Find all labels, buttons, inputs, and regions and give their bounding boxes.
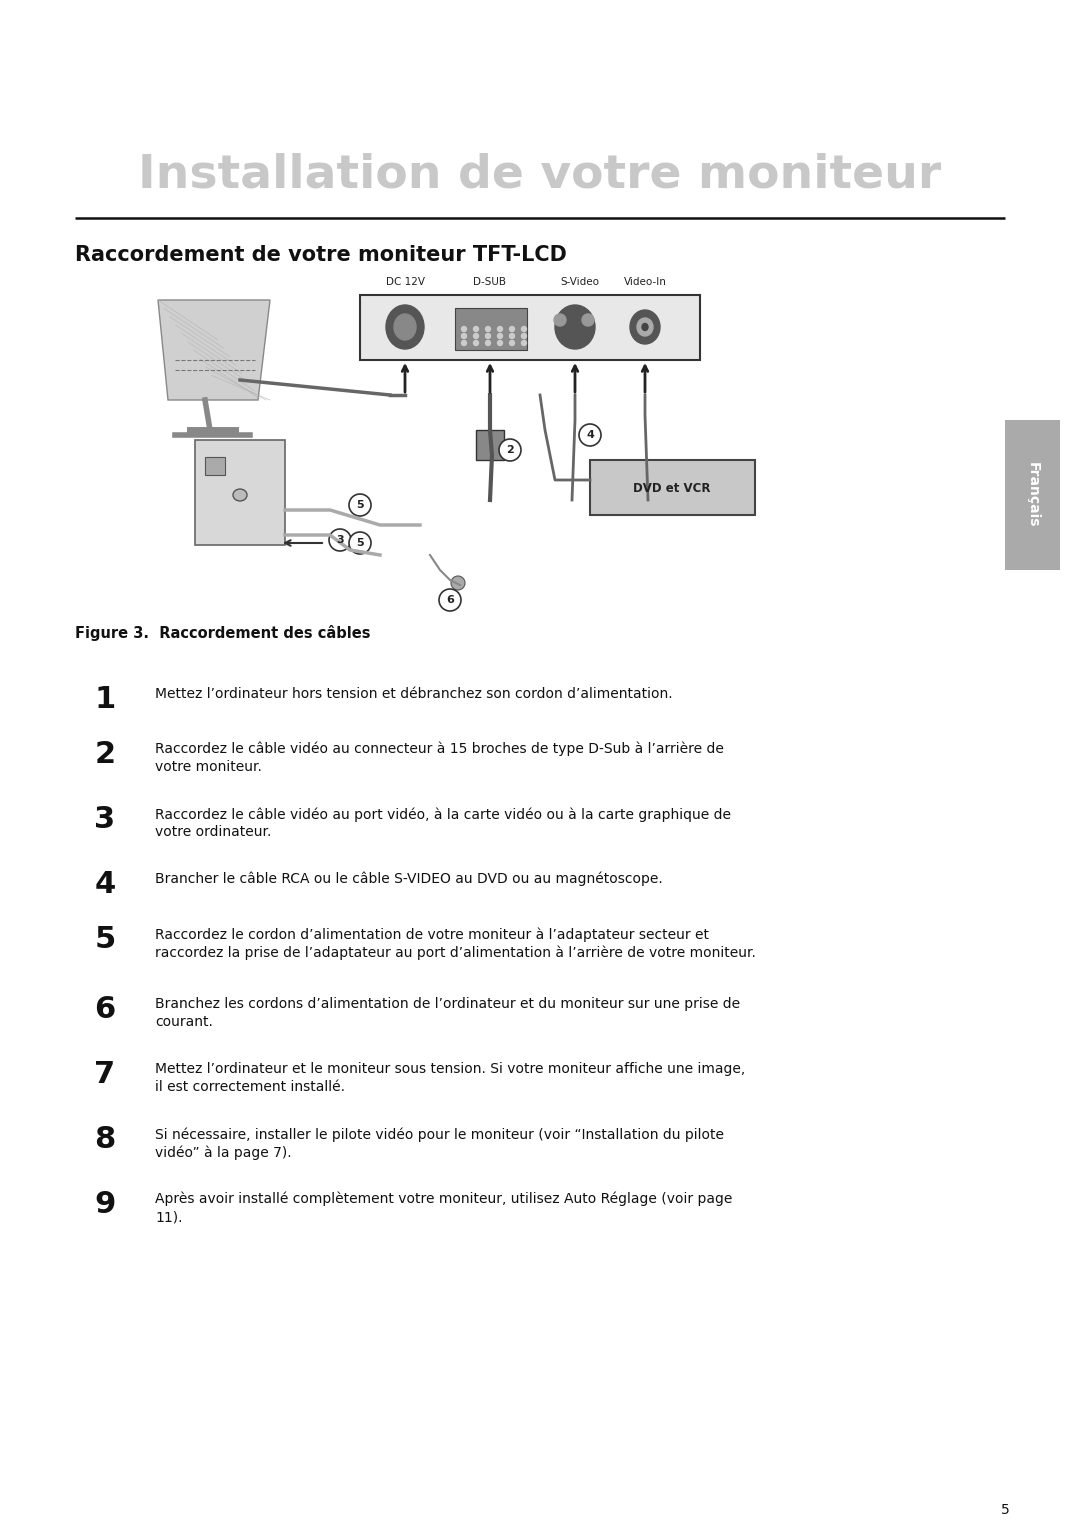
- FancyBboxPatch shape: [1005, 420, 1059, 571]
- Text: DC 12V: DC 12V: [386, 278, 424, 287]
- Ellipse shape: [554, 314, 566, 327]
- Ellipse shape: [522, 341, 527, 345]
- Ellipse shape: [486, 341, 490, 345]
- Ellipse shape: [579, 423, 600, 446]
- Ellipse shape: [473, 327, 478, 331]
- Text: 9: 9: [94, 1190, 116, 1220]
- Ellipse shape: [642, 324, 648, 330]
- Ellipse shape: [510, 341, 514, 345]
- FancyBboxPatch shape: [195, 440, 285, 545]
- Ellipse shape: [394, 314, 416, 341]
- Text: 5: 5: [356, 538, 364, 548]
- Text: D-SUB: D-SUB: [473, 278, 507, 287]
- Text: Branchez les cordons d’alimentation de l’ordinateur et du moniteur sur une prise: Branchez les cordons d’alimentation de l…: [156, 997, 740, 1029]
- Text: DVD et VCR: DVD et VCR: [633, 482, 711, 494]
- Ellipse shape: [486, 327, 490, 331]
- FancyBboxPatch shape: [455, 308, 527, 350]
- Ellipse shape: [498, 333, 502, 339]
- Text: Figure 3.  Raccordement des câbles: Figure 3. Raccordement des câbles: [75, 624, 370, 641]
- Text: Raccordement de votre moniteur TFT-LCD: Raccordement de votre moniteur TFT-LCD: [75, 245, 567, 265]
- Text: 7: 7: [94, 1060, 116, 1089]
- Text: 2: 2: [94, 739, 116, 769]
- FancyBboxPatch shape: [476, 430, 504, 460]
- Ellipse shape: [461, 327, 467, 331]
- Ellipse shape: [630, 310, 660, 344]
- Text: 5: 5: [356, 500, 364, 509]
- Text: 6: 6: [446, 595, 454, 604]
- Ellipse shape: [329, 529, 351, 551]
- Ellipse shape: [233, 489, 247, 502]
- Ellipse shape: [461, 333, 467, 339]
- Polygon shape: [158, 301, 270, 400]
- Text: Français: Français: [1026, 462, 1039, 528]
- Ellipse shape: [522, 333, 527, 339]
- Ellipse shape: [582, 314, 594, 327]
- FancyBboxPatch shape: [590, 460, 755, 515]
- Text: Raccordez le cordon d’alimentation de votre moniteur à l’adaptateur secteur et
r: Raccordez le cordon d’alimentation de vo…: [156, 927, 756, 960]
- FancyBboxPatch shape: [360, 295, 700, 360]
- Text: S-Video: S-Video: [561, 278, 599, 287]
- Text: Installation de votre moniteur: Installation de votre moniteur: [138, 152, 942, 198]
- Text: 3: 3: [94, 805, 116, 834]
- Ellipse shape: [349, 532, 372, 554]
- Text: 5: 5: [1001, 1503, 1010, 1517]
- Text: Raccordez le câble vidéo au connecteur à 15 broches de type D-Sub à l’arrière de: Raccordez le câble vidéo au connecteur à…: [156, 742, 724, 775]
- Ellipse shape: [386, 305, 424, 350]
- Ellipse shape: [510, 333, 514, 339]
- Text: 4: 4: [94, 870, 116, 899]
- Ellipse shape: [499, 439, 521, 462]
- Ellipse shape: [473, 341, 478, 345]
- Text: Raccordez le câble vidéo au port vidéo, à la carte vidéo ou à la carte graphique: Raccordez le câble vidéo au port vidéo, …: [156, 807, 731, 839]
- Text: Mettez l’ordinateur et le moniteur sous tension. Si votre moniteur affiche une i: Mettez l’ordinateur et le moniteur sous …: [156, 1062, 745, 1094]
- Ellipse shape: [438, 589, 461, 611]
- Text: 8: 8: [94, 1124, 116, 1154]
- Text: 3: 3: [336, 535, 343, 545]
- Text: 4: 4: [586, 430, 594, 440]
- Text: Video-In: Video-In: [623, 278, 666, 287]
- Ellipse shape: [555, 305, 595, 350]
- Ellipse shape: [486, 333, 490, 339]
- FancyBboxPatch shape: [205, 457, 225, 476]
- Text: 6: 6: [94, 996, 116, 1025]
- Ellipse shape: [461, 341, 467, 345]
- Text: 5: 5: [94, 925, 116, 954]
- Ellipse shape: [473, 333, 478, 339]
- Ellipse shape: [498, 327, 502, 331]
- Ellipse shape: [637, 318, 653, 336]
- Text: Mettez l’ordinateur hors tension et débranchez son cordon d’alimentation.: Mettez l’ordinateur hors tension et débr…: [156, 687, 673, 701]
- Text: Après avoir installé complètement votre moniteur, utilisez Auto Réglage (voir pa: Après avoir installé complètement votre …: [156, 1192, 732, 1224]
- Ellipse shape: [498, 341, 502, 345]
- Text: 1: 1: [94, 686, 116, 713]
- Ellipse shape: [349, 494, 372, 515]
- Ellipse shape: [510, 327, 514, 331]
- Ellipse shape: [522, 327, 527, 331]
- Text: 2: 2: [507, 445, 514, 456]
- Text: Si nécessaire, installer le pilote vidéo pour le moniteur (voir “Installation du: Si nécessaire, installer le pilote vidéo…: [156, 1127, 724, 1160]
- Ellipse shape: [451, 575, 465, 591]
- Text: Brancher le câble RCA ou le câble S-VIDEO au DVD ou au magnétoscope.: Brancher le câble RCA ou le câble S-VIDE…: [156, 871, 663, 887]
